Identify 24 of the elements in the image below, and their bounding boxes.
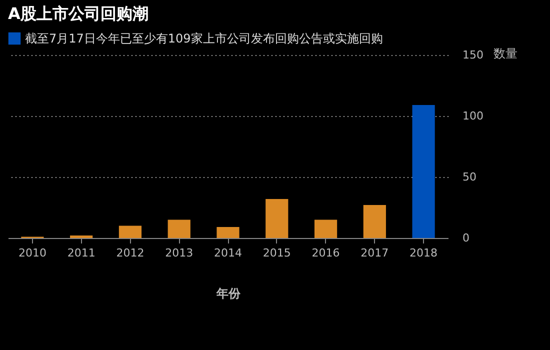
y-tick-label: 0 [462, 232, 470, 244]
x-tick-label: 2011 [67, 246, 96, 260]
y-tick-label: 50 [462, 170, 476, 184]
x-tick-label: 2018 [410, 246, 438, 260]
x-tick-label: 2013 [165, 246, 194, 260]
x-axis-title: 年份 [216, 286, 242, 300]
bar [118, 226, 142, 238]
x-tick-label: 2010 [18, 246, 46, 260]
x-tick-label: 2012 [116, 246, 144, 260]
bar [266, 198, 288, 238]
y-tick-label: 100 [462, 110, 484, 122]
bar [168, 220, 190, 238]
x-tick-label: 2016 [312, 246, 340, 260]
x-tick-label: 2017 [360, 246, 389, 260]
chart-title: A股上市公司回购潮 [8, 4, 148, 23]
bar [216, 227, 240, 238]
y-tick-label: 150 [462, 48, 484, 62]
x-tick-label: 2014 [214, 246, 242, 260]
bar [412, 105, 435, 238]
x-tick-label: 2015 [262, 246, 291, 260]
bar [363, 205, 386, 238]
bar [314, 220, 338, 238]
y-axis-title: 数量 [494, 46, 518, 60]
legend-label: 截至7月17日今年已至少有109家上市公司发布回购公告或实施回购 [25, 32, 383, 46]
